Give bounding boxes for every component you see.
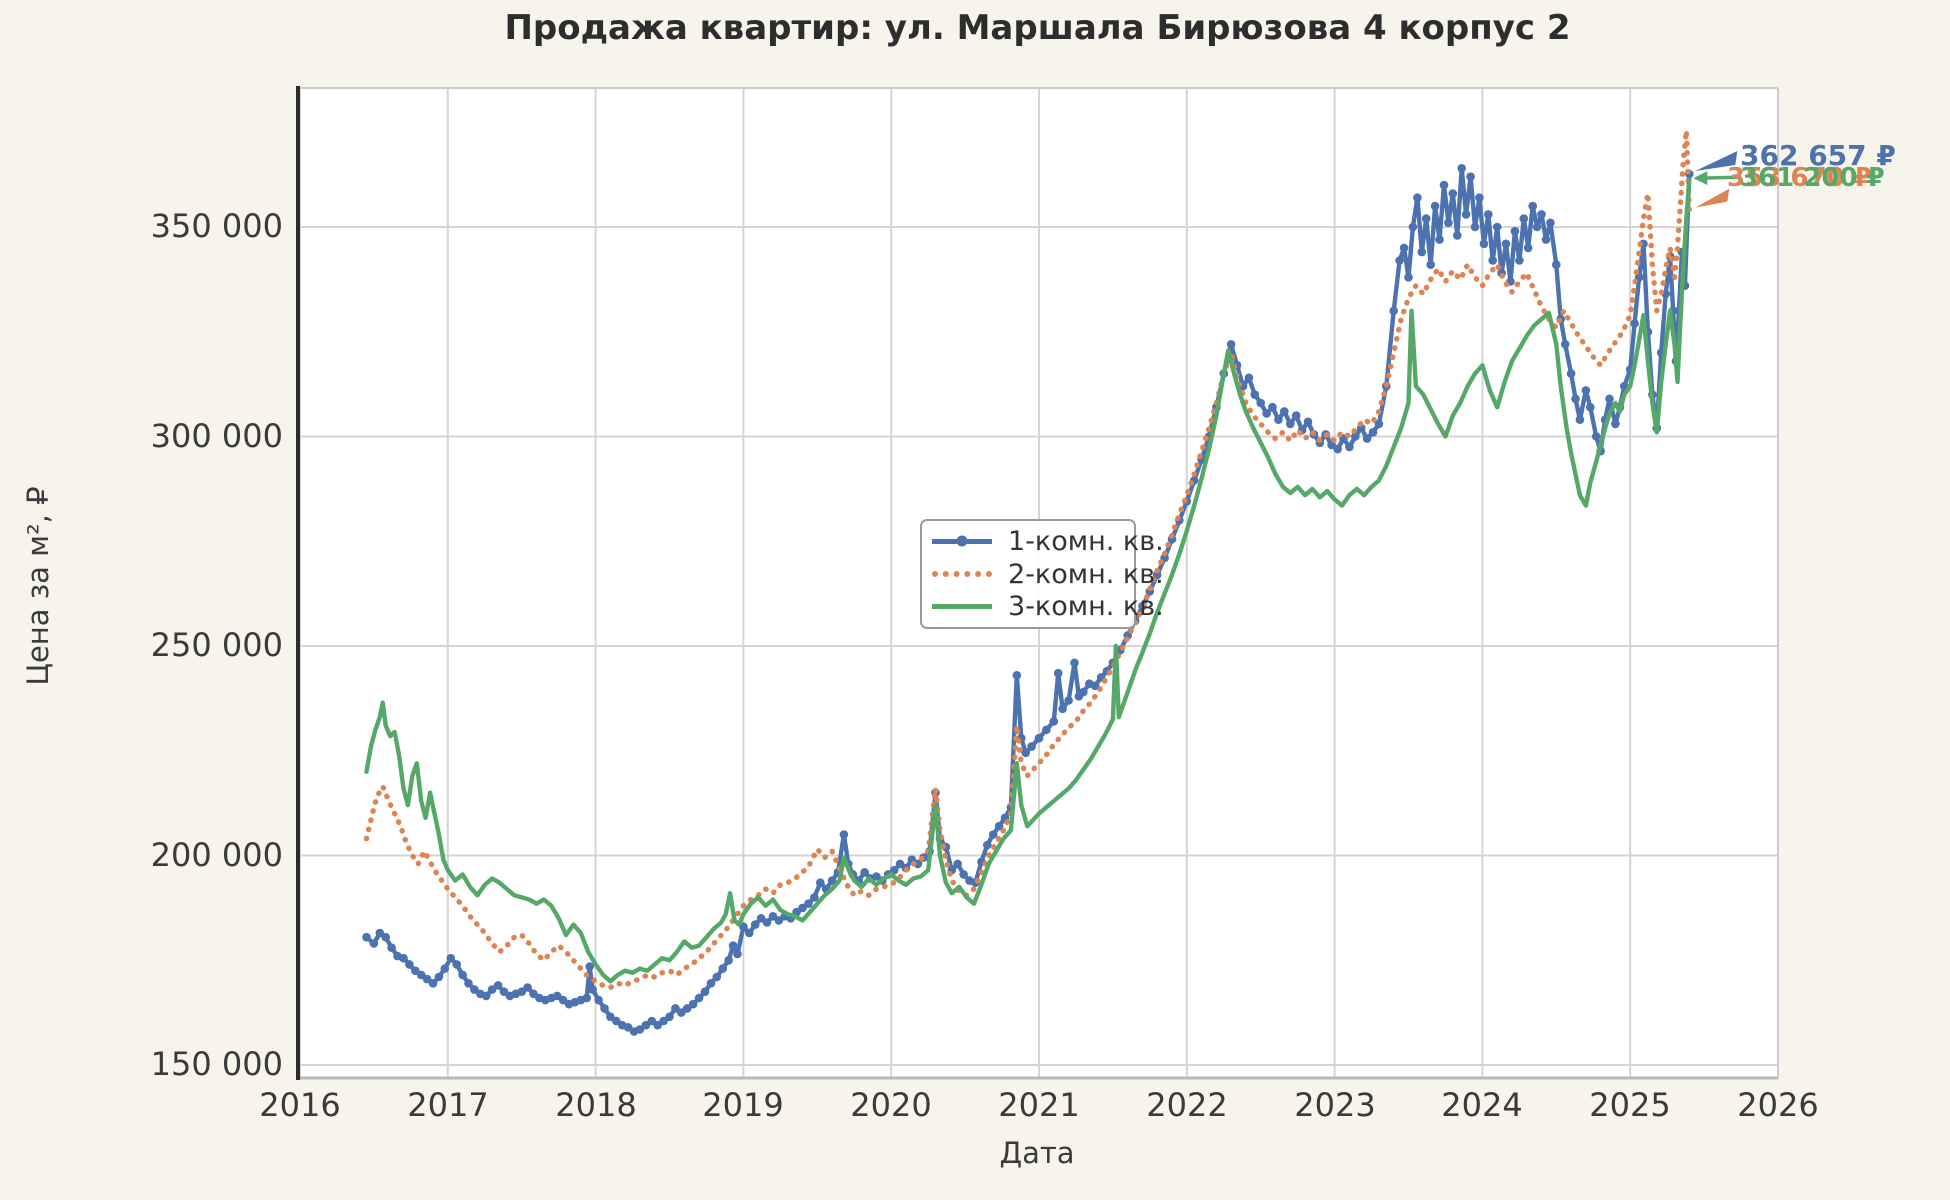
x-tick-2017: 2017 <box>407 1086 489 1124</box>
y-tick-300000: 300 000 <box>150 417 283 455</box>
x-tick-2024: 2024 <box>1441 1086 1523 1124</box>
legend-line-orange-icon <box>932 571 992 577</box>
y-axis-label: Цена за м², ₽ <box>21 486 55 686</box>
legend-label: 3-комн. кв. <box>1008 591 1164 623</box>
x-tick-2023: 2023 <box>1294 1086 1376 1124</box>
annotation-price-1room: 362 657 ₽ <box>1740 139 1896 172</box>
y-tick-150000: 150 000 <box>150 1045 283 1083</box>
x-tick-2016: 2016 <box>259 1086 341 1124</box>
data-series <box>362 127 1694 1036</box>
x-tick-2020: 2020 <box>850 1086 932 1124</box>
annotation-price-3room: 361 200 ₽ <box>1740 163 1885 193</box>
y-tick-200000: 200 000 <box>150 836 283 874</box>
y-tick-250000: 250 000 <box>150 626 283 664</box>
chart-title: Продажа квартир: ул. Маршала Бирюзова 4 … <box>504 8 1571 48</box>
x-tick-2018: 2018 <box>555 1086 637 1124</box>
legend-item-3room: 3-комн. кв. <box>932 590 1164 623</box>
annotation-price-2room: 353 670 ₽ <box>1727 163 1872 193</box>
legend-item-2room: 2-комн. кв. <box>932 558 1164 591</box>
legend-line-blue-icon <box>932 535 992 547</box>
legend-label: 1-комн. кв. <box>1008 525 1164 557</box>
y-tick-350000: 350 000 <box>150 207 283 245</box>
x-tick-2019: 2019 <box>702 1086 784 1124</box>
legend: 1-комн. кв. 2-комн. кв. 3-комн. кв. <box>920 519 1164 629</box>
annotation-arrows <box>1693 150 1742 208</box>
legend-label: 2-комн. кв. <box>1008 558 1164 590</box>
x-tick-2022: 2022 <box>1146 1086 1228 1124</box>
legend-item-1room: 1-комн. кв. <box>932 525 1164 558</box>
x-tick-2025: 2025 <box>1589 1086 1671 1124</box>
x-tick-2021: 2021 <box>998 1086 1080 1124</box>
x-tick-2026: 2026 <box>1737 1086 1819 1124</box>
legend-line-green-icon <box>932 604 992 610</box>
x-axis-label: Дата <box>999 1136 1075 1170</box>
